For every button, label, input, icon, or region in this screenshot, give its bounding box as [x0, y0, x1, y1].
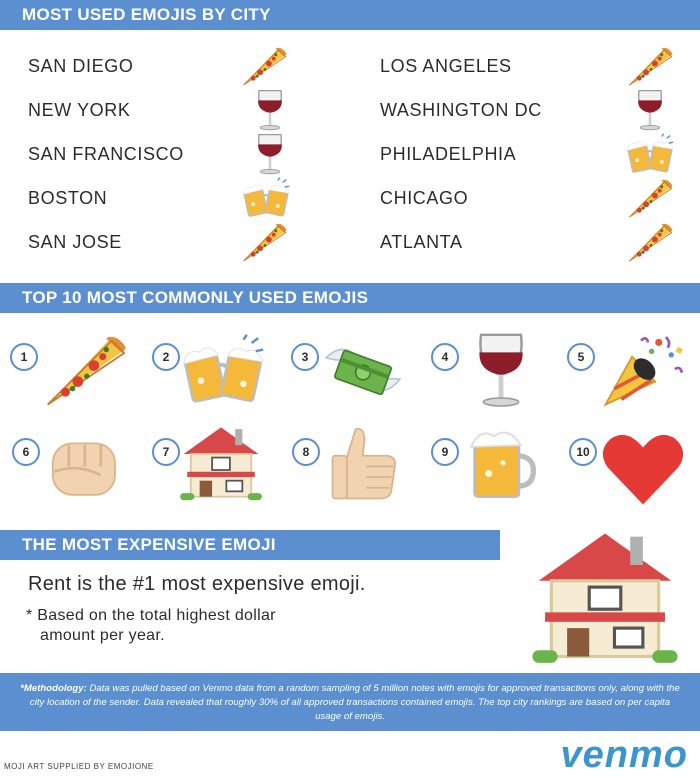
header-expensive: THE MOST EXPENSIVE EMOJI	[0, 530, 500, 560]
header-top10: TOP 10 MOST COMMONLY USED EMOJIS	[0, 283, 700, 313]
house-icon	[176, 422, 266, 502]
pizza-icon	[624, 44, 676, 88]
emoji-credit: MOJI ART SUPPLIED BY EMOJIONE	[4, 762, 154, 771]
expensive-note: * Based on the total highest dollar amou…	[26, 606, 426, 646]
city-name: WASHINGTON DC	[380, 100, 542, 120]
party-popper-icon	[596, 330, 686, 410]
methodology-text: Data was pulled based on Venmo data from…	[29, 683, 680, 722]
pizza-icon	[238, 220, 290, 264]
thumbs-up-icon	[316, 422, 406, 502]
pizza-icon	[624, 176, 676, 220]
wine-icon	[624, 88, 676, 132]
city-name: CHICAGO	[380, 188, 469, 208]
rank-badge: 9	[431, 438, 459, 466]
rank-badge: 4	[431, 343, 459, 371]
expensive-note-line2: amount per year.	[40, 627, 165, 644]
rank-badge: 10	[569, 438, 597, 466]
methodology-label: *Methodology:	[20, 683, 87, 694]
city-name: SAN JOSE	[28, 232, 122, 252]
beer-mug-icon	[458, 422, 548, 502]
city-name: LOS ANGELES	[380, 56, 512, 76]
pizza-icon	[624, 220, 676, 264]
city-name: SAN FRANCISCO	[28, 144, 184, 164]
rank-badge: 3	[291, 343, 319, 371]
rank-badge: 5	[567, 343, 595, 371]
house-icon	[515, 524, 695, 666]
city-name: NEW YORK	[28, 100, 131, 120]
wine-icon	[244, 132, 296, 176]
beers-icon	[178, 330, 268, 410]
pizza-icon	[40, 330, 130, 410]
rank-badge: 1	[10, 343, 38, 371]
city-name: ATLANTA	[380, 232, 463, 252]
rank-badge: 7	[152, 438, 180, 466]
expensive-main-text: Rent is the #1 most expensive emoji.	[28, 573, 366, 595]
methodology-box: *Methodology: Data was pulled based on V…	[0, 673, 700, 731]
city-name: BOSTON	[28, 188, 108, 208]
header-by-city: MOST USED EMOJIS BY CITY	[0, 0, 700, 30]
city-name: PHILADELPHIA	[380, 144, 517, 164]
rank-badge: 2	[152, 343, 180, 371]
money-wings-icon	[318, 330, 408, 410]
rank-badge: 6	[12, 438, 40, 466]
pizza-icon	[238, 44, 290, 88]
fist-icon	[38, 422, 128, 502]
expensive-note-line1: * Based on the total highest dollar	[26, 607, 276, 624]
beers-icon	[240, 176, 292, 220]
wine-icon	[244, 88, 296, 132]
wine-icon	[456, 330, 546, 410]
beers-icon	[624, 132, 676, 176]
heart-icon	[598, 428, 688, 508]
city-name: SAN DIEGO	[28, 56, 134, 76]
venmo-logo: venmo	[560, 734, 688, 776]
rank-badge: 8	[292, 438, 320, 466]
